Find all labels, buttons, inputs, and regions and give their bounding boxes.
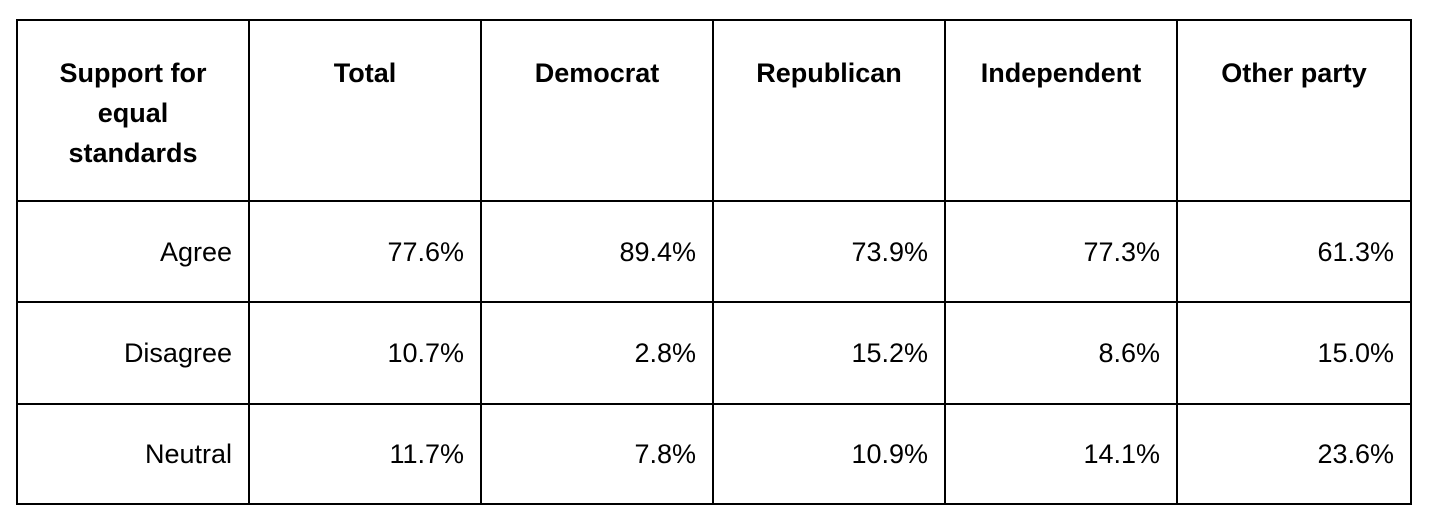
table-row-disagree: Disagree 10.7% 2.8% 15.2% 8.6% 15.0%	[16, 301, 1412, 405]
cell-neutral-democrat: 7.8%	[480, 403, 714, 505]
cell-agree-other-party: 61.3%	[1176, 200, 1412, 303]
column-header-republican: Republican	[712, 19, 946, 202]
table-header-row: Support for equal standards Total Democr…	[16, 19, 1412, 202]
cell-disagree-republican: 15.2%	[712, 301, 946, 405]
cell-neutral-other-party: 23.6%	[1176, 403, 1412, 505]
table-row-neutral: Neutral 11.7% 7.8% 10.9% 14.1% 23.6%	[16, 403, 1412, 505]
support-by-party-table: Support for equal standards Total Democr…	[16, 19, 1412, 505]
column-header-support: Support for equal standards	[16, 19, 250, 202]
cropped-caption	[0, 0, 1456, 6]
cell-disagree-total: 10.7%	[248, 301, 482, 405]
cell-agree-total: 77.6%	[248, 200, 482, 303]
cell-neutral-republican: 10.9%	[712, 403, 946, 505]
row-label-neutral: Neutral	[16, 403, 250, 505]
column-header-total: Total	[248, 19, 482, 202]
cell-neutral-total: 11.7%	[248, 403, 482, 505]
column-header-other-party: Other party	[1176, 19, 1412, 202]
row-label-disagree: Disagree	[16, 301, 250, 405]
cell-agree-republican: 73.9%	[712, 200, 946, 303]
cell-agree-independent: 77.3%	[944, 200, 1178, 303]
row-label-agree: Agree	[16, 200, 250, 303]
table-row-agree: Agree 77.6% 89.4% 73.9% 77.3% 61.3%	[16, 200, 1412, 303]
column-header-democrat: Democrat	[480, 19, 714, 202]
column-header-independent: Independent	[944, 19, 1178, 202]
cell-disagree-independent: 8.6%	[944, 301, 1178, 405]
cell-neutral-independent: 14.1%	[944, 403, 1178, 505]
cell-disagree-democrat: 2.8%	[480, 301, 714, 405]
cell-disagree-other-party: 15.0%	[1176, 301, 1412, 405]
cell-agree-democrat: 89.4%	[480, 200, 714, 303]
